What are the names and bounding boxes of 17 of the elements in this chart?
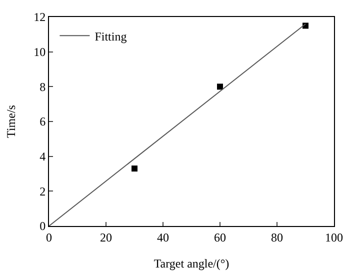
- y-tick-label: 6: [40, 114, 46, 129]
- point: [217, 84, 223, 90]
- x-tick-label: 40: [157, 230, 169, 244]
- x-tick-label: 60: [214, 230, 226, 244]
- y-tick-label: 12: [34, 10, 46, 24]
- y-tick-label: 4: [40, 150, 46, 164]
- y-axis-title: Time/s: [4, 104, 18, 138]
- y-tick-label: 8: [40, 80, 46, 94]
- y-tick-label: 0: [40, 219, 46, 234]
- x-tick-label: 20: [100, 230, 112, 244]
- x-tick-label: 80: [271, 230, 283, 244]
- legend-label: Fitting: [94, 29, 127, 44]
- x-axis-title: Target angle/(°): [154, 256, 230, 270]
- y-tick-label: 10: [34, 45, 46, 60]
- x-tick-label: 100: [325, 230, 343, 244]
- point: [132, 166, 138, 172]
- y-tick-label: 2: [40, 184, 46, 198]
